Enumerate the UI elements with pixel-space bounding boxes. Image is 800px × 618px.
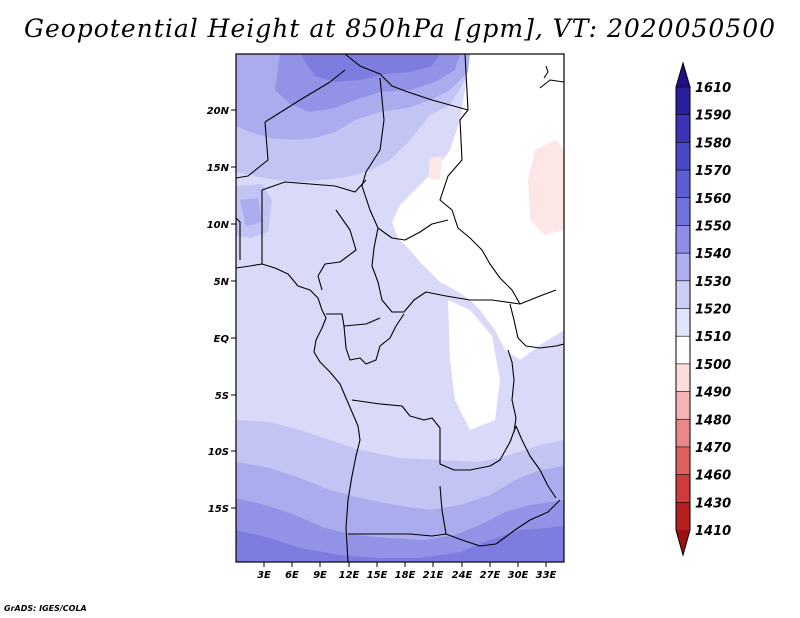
colorbar-bin	[675, 502, 691, 531]
atlantic-coast	[236, 263, 361, 562]
colorbar-label: 1410	[695, 524, 731, 539]
colorbar-label: 1540	[695, 247, 731, 262]
colorbar-label: 1510	[695, 330, 731, 345]
x-label-18e: 18E	[395, 570, 416, 581]
chart-title: Geopotential Height at 850hPa [gpm], VT:…	[23, 14, 777, 43]
x-axis: 3E 6E 9E 12E 15E 18E 21E 24E 27E 30E 33E	[257, 562, 557, 581]
colorbar-bin	[675, 474, 691, 504]
x-label-6e: 6E	[285, 570, 299, 581]
x-label-27e: 27E	[480, 570, 501, 581]
x-label-9e: 9E	[313, 570, 327, 581]
lake-tanganyika	[507, 349, 517, 433]
x-label-24e: 24E	[452, 570, 473, 581]
zambia-angola-border	[439, 485, 497, 547]
colorbar-outline	[675, 61, 691, 557]
colorbar-label: 1610	[695, 81, 731, 96]
chad-west-border	[361, 77, 449, 241]
colorbar-label: 1530	[695, 275, 731, 290]
togo-border	[236, 217, 241, 260]
x-label-15e: 15E	[367, 570, 388, 581]
geopotential-field	[236, 54, 564, 562]
colorbar: 1610 1590 1580 1570 1560 1550 1540 1530 1520 1510…	[675, 61, 731, 557]
colorbar-bin	[675, 197, 691, 227]
namibia-border	[348, 533, 447, 537]
grads-credit: GrADS: IGES/COLA	[4, 604, 87, 613]
colorbar-label: 1550	[695, 219, 731, 234]
colorbar-label: 1570	[695, 164, 731, 179]
colorbar-label: 1520	[695, 303, 731, 318]
field-1560-north	[300, 54, 440, 82]
y-label-15n: 15N	[207, 163, 230, 174]
field-1500-a	[428, 156, 442, 180]
colorbar-top-triangle	[676, 63, 690, 87]
chad-sudan-border	[439, 54, 521, 305]
colorbar-label: 1500	[695, 358, 731, 373]
x-label-30e: 30E	[508, 570, 529, 581]
gabon-congo-border	[343, 313, 405, 365]
x-label-33e: 33E	[536, 570, 557, 581]
egypt-coast	[539, 79, 564, 89]
colorbar-bin	[675, 114, 691, 144]
colorbar-bin	[675, 391, 691, 420]
colorbar-segments	[675, 63, 691, 555]
field-1500-b	[528, 140, 564, 235]
y-label-20n: 20N	[207, 106, 230, 117]
field-1510	[392, 54, 564, 360]
colorbar-bin	[675, 308, 691, 337]
x-label-12e: 12E	[339, 570, 360, 581]
colorbar-bin	[675, 446, 691, 476]
map-frame	[235, 53, 565, 563]
colorbar-bin	[675, 280, 691, 310]
y-label-10s: 10S	[208, 447, 229, 458]
colorbar-labels: 1610 1590 1580 1570 1560 1550 1540 1530 1520 1510…	[695, 81, 731, 539]
field-1560-south	[236, 526, 564, 562]
field-1510-b	[448, 300, 500, 430]
x-label-21e: 21E	[423, 570, 444, 581]
colorbar-label: 1590	[695, 109, 731, 124]
nigeria-niger-border	[261, 179, 367, 193]
colorbar-bottom-triangle	[676, 530, 690, 555]
colorbar-label: 1470	[695, 441, 731, 456]
car-south-border	[371, 227, 557, 313]
libya-border	[344, 54, 469, 111]
colorbar-bin	[675, 225, 691, 254]
zimbabwe-border	[495, 499, 561, 545]
malawi-border	[515, 425, 557, 499]
colorbar-bin	[675, 252, 691, 282]
y-label-eq: EQ	[214, 334, 230, 345]
colorbar-bin	[675, 418, 691, 448]
colorbar-label: 1490	[695, 386, 731, 401]
uganda-border	[509, 303, 564, 349]
x-label-3e: 3E	[257, 570, 271, 581]
y-label-15s: 15S	[208, 504, 229, 515]
niger-mali-border	[236, 121, 269, 179]
country-borders	[236, 54, 564, 562]
y-axis: 20N 15N 10N 5N EQ 5S 10S 15S	[207, 106, 236, 515]
angola-drc-border	[351, 399, 517, 471]
colorbar-label: 1480	[695, 413, 731, 428]
nigeria-cameroon-border	[317, 209, 357, 291]
field-1540-west	[240, 198, 262, 226]
colorbar-bin	[675, 363, 691, 393]
sinai-mark	[543, 65, 549, 79]
y-label-5n: 5N	[214, 277, 230, 288]
colorbar-label: 1430	[695, 496, 731, 511]
algeria-border	[264, 69, 346, 123]
y-label-10n: 10N	[207, 220, 230, 231]
colorbar-label: 1460	[695, 469, 731, 484]
y-label-5s: 5S	[215, 391, 229, 402]
colorbar-bin	[675, 335, 691, 365]
colorbar-bin	[675, 169, 691, 199]
colorbar-bin	[675, 142, 691, 171]
colorbar-label: 1580	[695, 136, 731, 151]
colorbar-label: 1560	[695, 192, 731, 207]
colorbar-bin	[675, 86, 691, 116]
